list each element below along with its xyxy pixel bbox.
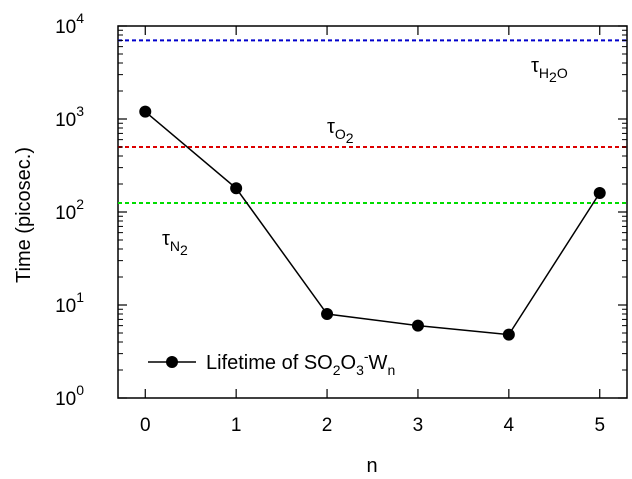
data-point bbox=[230, 182, 243, 195]
y-tick-label: 104 bbox=[55, 10, 84, 38]
legend-label: Lifetime of SO2O3-Wn bbox=[206, 348, 395, 378]
x-tick-label: 1 bbox=[231, 415, 242, 436]
tau-h2o-label: τH2O bbox=[531, 55, 568, 85]
legend: Lifetime of SO2O3-Wn bbox=[148, 348, 395, 378]
y-tick-label: 103 bbox=[55, 103, 84, 131]
x-tick-label: 5 bbox=[594, 415, 605, 436]
x-tick-label: 3 bbox=[413, 415, 424, 436]
x-axis-label: n bbox=[366, 455, 377, 477]
tau-o2-label: τO2 bbox=[327, 116, 354, 146]
y-axis-label: Time (picosec.) bbox=[13, 147, 35, 283]
tau-n2-label: τN2 bbox=[162, 228, 188, 258]
x-tick-label: 0 bbox=[140, 415, 151, 436]
data-point bbox=[593, 187, 606, 200]
data-point bbox=[411, 319, 424, 332]
y-tick-label: 101 bbox=[55, 289, 84, 317]
y-tick-label: 102 bbox=[55, 196, 84, 224]
x-tick-label: 2 bbox=[322, 415, 333, 436]
data-point bbox=[321, 308, 334, 321]
legend-marker bbox=[166, 356, 178, 368]
data-point bbox=[139, 105, 152, 118]
data-point bbox=[502, 328, 515, 341]
series-line-0 bbox=[144, 111, 601, 336]
x-tick-label: 4 bbox=[504, 415, 515, 436]
y-tick-label: 100 bbox=[55, 382, 84, 410]
